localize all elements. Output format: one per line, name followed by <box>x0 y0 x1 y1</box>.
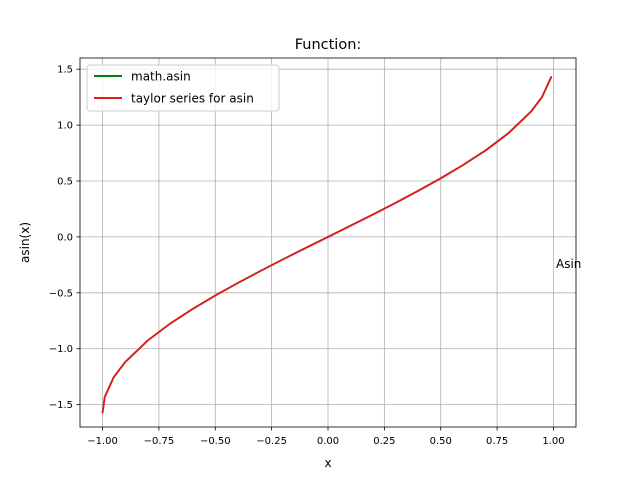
series-line-taylor-series <box>101 76 553 414</box>
tick-layer: −1.00 −0.75 −0.50 −0.25 0.00 0.25 0.50 0.75 1.00… <box>49 65 565 447</box>
x-tick-label: 1.00 <box>542 436 564 447</box>
y-tick-label: 1.5 <box>57 65 73 76</box>
chart-title: Function: <box>295 37 362 53</box>
legend-label-math-asin: math.asin <box>131 70 191 84</box>
y-tick-label: −1.5 <box>49 400 73 411</box>
x-tick-label: 0.50 <box>430 436 452 447</box>
x-tick-label: −0.75 <box>144 436 175 447</box>
series-layer <box>101 76 553 414</box>
x-tick-label: −0.50 <box>200 436 231 447</box>
x-tick-label: −1.00 <box>87 436 118 447</box>
x-tick-label: 0.25 <box>373 436 395 447</box>
y-tick-label: −0.5 <box>49 288 73 299</box>
y-tick-label: 0.0 <box>57 232 73 243</box>
annotation-asin: Asin <box>556 257 581 271</box>
legend: math.asin taylor series for asin <box>86 64 280 112</box>
grid <box>80 58 576 427</box>
y-axis-label: asin(x) <box>18 222 32 263</box>
x-tick-label: 0.75 <box>486 436 508 447</box>
x-axis-label: x <box>324 456 331 470</box>
y-tick-label: 0.5 <box>57 177 73 188</box>
y-tick-label: −1.0 <box>49 344 73 355</box>
y-tick-label: 1.0 <box>57 121 73 132</box>
x-tick-label: −0.25 <box>256 436 287 447</box>
x-tick-label: 0.00 <box>317 436 339 447</box>
legend-frame <box>86 64 280 112</box>
legend-label-taylor-series: taylor series for asin <box>131 92 254 106</box>
